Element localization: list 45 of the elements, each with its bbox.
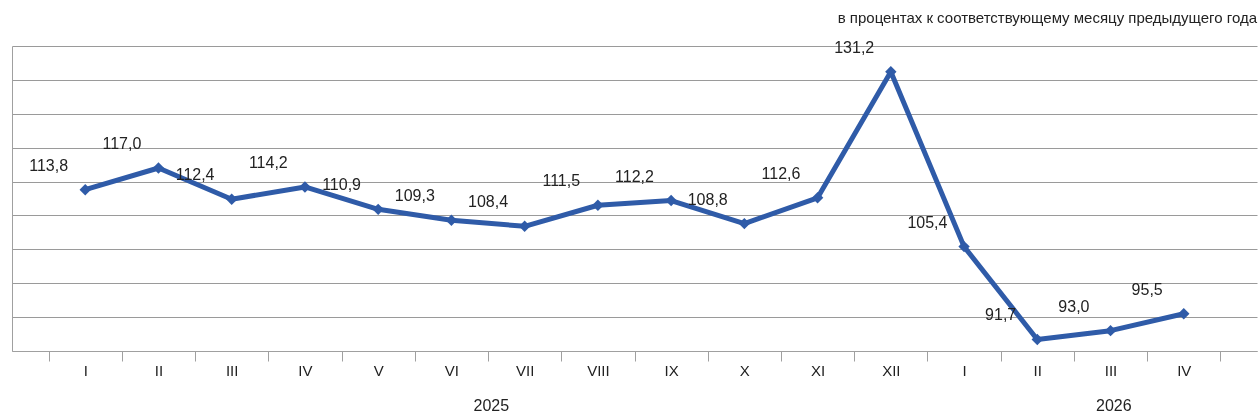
data-label: 91,7 <box>985 306 1017 324</box>
data-label: 112,4 <box>175 166 215 184</box>
text: 2026 <box>1096 397 1132 414</box>
data-label: 111,5 <box>542 172 581 190</box>
x-tick-label: I <box>83 361 88 379</box>
point <box>299 181 311 193</box>
text: 2025 <box>473 397 510 414</box>
x-tick-label: VIII <box>587 361 610 379</box>
x-tick-label: IV <box>1177 361 1192 379</box>
data-label: 112,2 <box>615 167 655 185</box>
data-label: 108,4 <box>468 193 509 211</box>
x-tick-label: IX <box>664 361 679 379</box>
point <box>885 66 897 78</box>
x-tick-label: XII <box>882 361 901 379</box>
data-label: 117,0 <box>102 135 142 152</box>
data-label: 110,9 <box>322 176 362 194</box>
data-label: 113,8 <box>29 156 69 174</box>
data-label: 105,4 <box>907 213 948 231</box>
point <box>152 162 165 174</box>
data-label: 93,0 <box>1058 297 1090 315</box>
x-tick-label: VI <box>444 361 460 379</box>
data-label: 112,6 <box>761 164 801 182</box>
x-tick-label: VII <box>515 361 535 379</box>
x-tick-label: III <box>1104 361 1118 379</box>
point <box>958 240 970 253</box>
x-tick-label: II <box>154 361 164 379</box>
x-tick-label: IV <box>298 361 313 379</box>
data-label: 114,2 <box>248 153 288 171</box>
chart-title: в процентах к соответствующему месяцу предыдущего года <box>837 8 1258 26</box>
x-tick-label: I <box>962 361 967 379</box>
x-tick-label: III <box>225 361 239 379</box>
point <box>79 183 91 196</box>
x-tick-label: V <box>373 361 384 379</box>
data-label: 108,8 <box>687 190 728 208</box>
point <box>1178 308 1190 320</box>
point <box>738 217 751 230</box>
data-label: 95,5 <box>1131 280 1163 298</box>
point <box>372 203 384 216</box>
point <box>811 192 824 204</box>
point <box>1031 333 1043 346</box>
x-tick-label: X <box>739 361 750 379</box>
data-label: 131,2 <box>834 38 875 56</box>
x-tick-label: II <box>1033 361 1042 379</box>
data-label: 109,3 <box>394 187 435 205</box>
x-tick-label: XI <box>810 361 826 379</box>
